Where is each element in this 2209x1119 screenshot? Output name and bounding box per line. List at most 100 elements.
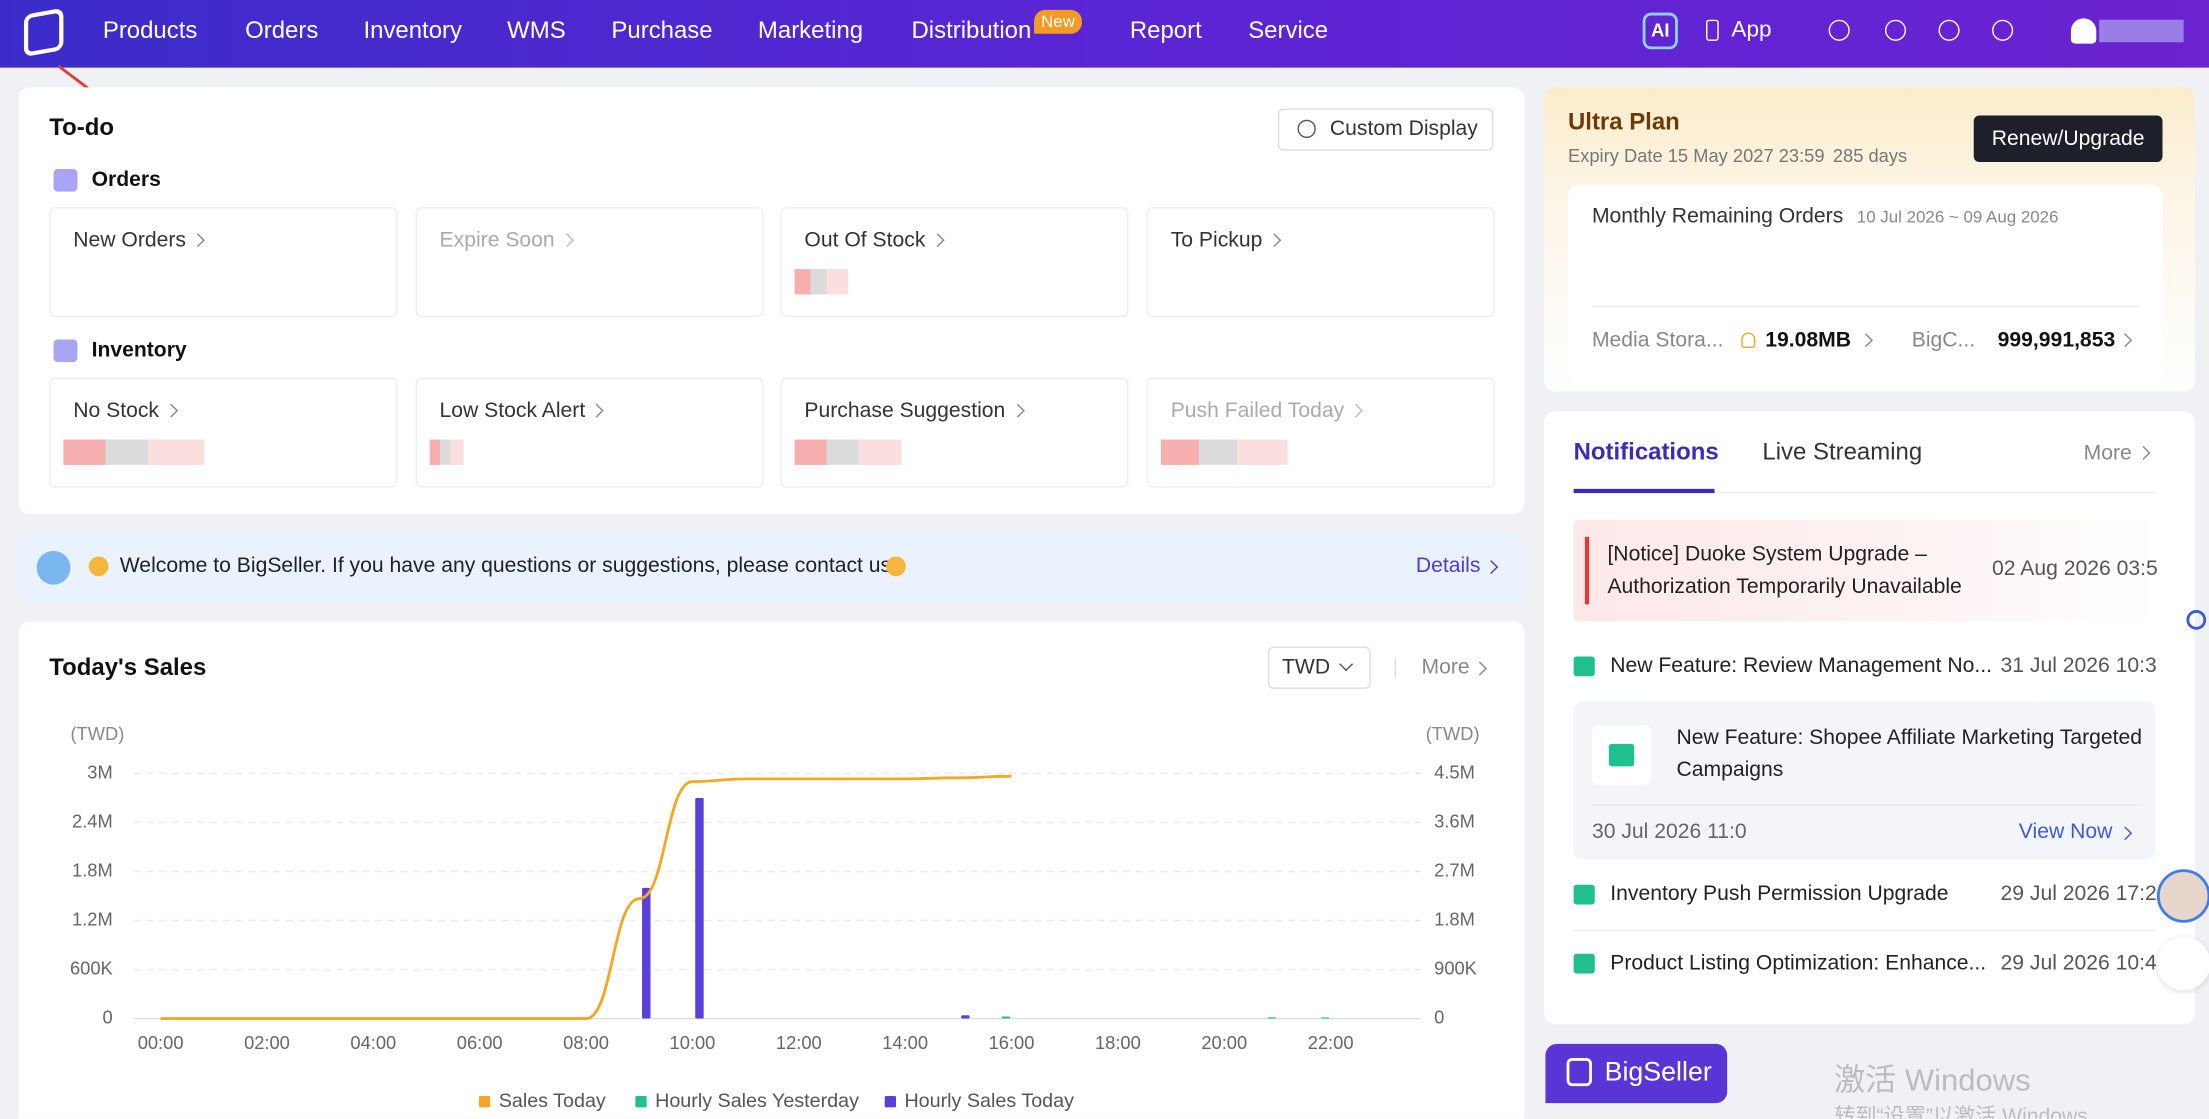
x-tick-label: 20:00	[1201, 1032, 1247, 1053]
y2-tick-label: 3.6M	[1434, 810, 1475, 831]
details-link[interactable]: Details	[1415, 553, 1481, 578]
x-tick-label: 04:00	[350, 1032, 396, 1053]
todo-card[interactable]	[415, 207, 764, 317]
media-label: Media Stora...	[1591, 328, 1724, 353]
todo-card-title[interactable]: New Orders	[73, 228, 187, 253]
bar	[1001, 1016, 1011, 1019]
currency-select[interactable]: TWD	[1267, 646, 1371, 689]
monthly-label: Monthly Remaining Orders	[1591, 204, 1844, 229]
emoji	[886, 556, 906, 577]
ai-button[interactable]: AI	[1642, 12, 1678, 50]
todo-card-title[interactable]: To Pickup	[1170, 228, 1263, 253]
emoji	[88, 556, 109, 577]
app-link[interactable]: App	[1731, 18, 1772, 43]
todo-card[interactable]	[1146, 207, 1495, 317]
renew-button[interactable]: Renew/Upgrade	[1973, 115, 2163, 163]
nav-icon[interactable]	[1828, 19, 1850, 41]
bar	[695, 797, 704, 1019]
tab-underline	[1573, 488, 1715, 494]
y-tick-label: 1.8M	[72, 859, 113, 880]
bar	[961, 1015, 970, 1019]
legend-swatch	[884, 1096, 896, 1108]
view-now[interactable]: View Now	[2018, 819, 2113, 844]
group-icon	[53, 169, 78, 192]
notice-date: 31 Jul 2026 10:3	[2000, 653, 2157, 678]
todo-card-title[interactable]: Push Failed Today	[1170, 398, 1345, 423]
gear-icon	[1297, 119, 1316, 139]
y2-axis-label: (TWD)	[1426, 723, 1480, 744]
nav-item[interactable]: Purchase	[611, 16, 713, 44]
notice-bar	[1584, 536, 1590, 605]
todo-card[interactable]	[1146, 377, 1495, 488]
custom-display-button[interactable]: Custom Display	[1277, 108, 1494, 151]
legend-label: Hourly Sales Today	[904, 1090, 1074, 1112]
nav-item[interactable]: WMS	[507, 16, 566, 44]
watermark: 转到“设置”以激活 Windows	[1834, 1104, 2088, 1119]
nav-item[interactable]: Marketing	[757, 16, 864, 44]
assistant-avatar[interactable]	[2156, 869, 2209, 923]
feature-icon	[1573, 656, 1595, 677]
x-tick-label: 22:00	[1308, 1032, 1354, 1053]
x-tick-label: 14:00	[882, 1032, 928, 1053]
nav-item[interactable]: Products	[102, 16, 198, 44]
big-value: 999,991,853	[1997, 328, 2116, 353]
tab-active[interactable]: Notifications	[1573, 438, 1719, 465]
todo-card[interactable]	[49, 207, 398, 317]
media-value: 19.08MB	[1765, 328, 1851, 353]
divider	[1573, 491, 2156, 494]
notice-title[interactable]: Inventory Push Permission Upgrade	[1610, 881, 1949, 906]
x-tick-label: 00:00	[138, 1032, 184, 1053]
line	[160, 774, 1012, 1020]
y2-tick-label: 2.7M	[1434, 859, 1475, 880]
new-badge: New	[1034, 9, 1082, 34]
y2-tick-label: 1.8M	[1434, 908, 1475, 929]
logo-mark	[1566, 1058, 1592, 1087]
todo-card-title[interactable]: Expire Soon	[439, 228, 555, 253]
nav-icon[interactable]	[1938, 19, 1960, 41]
notice-date: 29 Jul 2026 17:2	[2000, 881, 2157, 906]
todo-card[interactable]	[415, 377, 764, 488]
nav-item[interactable]: Distribution	[911, 16, 1032, 44]
notice-title[interactable]: Product Listing Optimization: Enhance...	[1610, 950, 1987, 975]
tab[interactable]: Live Streaming	[1762, 438, 1923, 465]
x-tick-label: 08:00	[563, 1032, 609, 1053]
nav-item[interactable]: Report	[1129, 16, 1202, 44]
chat-button[interactable]	[2156, 936, 2209, 991]
blurred-value	[794, 269, 849, 295]
notice-title[interactable]: New Feature: Review Management No...	[1610, 653, 1992, 678]
nav-item[interactable]: Orders	[245, 16, 319, 44]
todo-card-title[interactable]: Low Stock Alert	[439, 398, 586, 423]
group-icon	[53, 339, 78, 363]
group-title: Inventory	[91, 338, 187, 363]
divider	[1394, 657, 1397, 678]
x-tick-label: 16:00	[989, 1032, 1035, 1053]
more-link[interactable]: More	[2083, 440, 2132, 465]
todo-card[interactable]	[49, 377, 398, 488]
panel	[18, 621, 1525, 1119]
todo-card[interactable]	[780, 207, 1129, 317]
featured-title[interactable]: New Feature: Shopee Affiliate Marketing …	[1676, 725, 2143, 782]
blurred-value	[1160, 439, 1288, 465]
more-link[interactable]: More	[1421, 655, 1470, 680]
phone-icon	[1706, 19, 1719, 41]
group-title: Orders	[91, 167, 161, 192]
todo-card-title[interactable]: Out Of Stock	[804, 228, 926, 253]
y-tick-label: 0	[103, 1006, 113, 1027]
avatar-icon	[2070, 18, 2097, 44]
feature-icon	[1608, 743, 1635, 767]
todo-card-title[interactable]: Purchase Suggestion	[804, 398, 1006, 423]
nav-icon[interactable]	[1884, 19, 1907, 41]
y2-tick-label: 0	[1434, 1006, 1444, 1027]
notice-title[interactable]: [Notice] Duoke System Upgrade – Authoriz…	[1607, 542, 1962, 599]
notice-date: 29 Jul 2026 10:4	[2000, 950, 2157, 975]
legend-label: Hourly Sales Yesterday	[655, 1090, 859, 1112]
watermark: 激活 Windows	[1834, 1062, 2031, 1098]
feature-icon	[1573, 953, 1595, 974]
nav-item[interactable]: Inventory	[363, 16, 462, 44]
nav-icon[interactable]	[1992, 19, 2014, 41]
y-tick-label: 3M	[87, 761, 112, 782]
todo-card-title[interactable]: No Stock	[73, 398, 159, 423]
todo-card[interactable]	[780, 377, 1129, 488]
nav-item[interactable]: Service	[1248, 16, 1329, 44]
